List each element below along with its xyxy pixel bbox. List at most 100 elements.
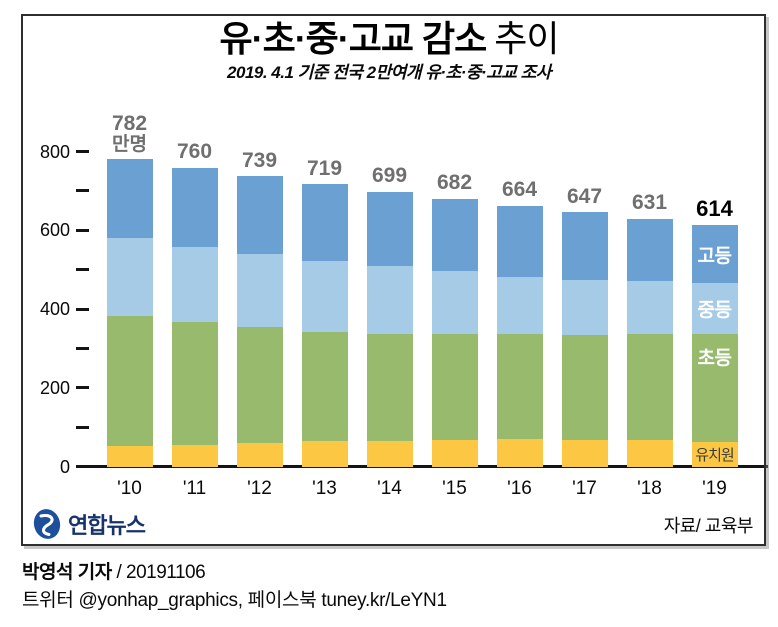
segment-label-고등: 고등 (697, 245, 732, 267)
unit-label: 만명 (112, 133, 147, 155)
y-tick-mark (76, 386, 89, 390)
bar-slot-10: 782 만명 '10 (97, 113, 162, 499)
yonhap-logo: 연합뉴스 (31, 507, 146, 541)
bar-slot-18: 631 '18 (617, 152, 682, 499)
stacked-bar-14 (366, 191, 413, 467)
credit-date: / 20191106 (116, 562, 206, 583)
segment-중등 (561, 280, 608, 335)
stacked-bar-19: 유치원 초등 중등 고등 (691, 225, 738, 467)
y-tick-mark (76, 150, 89, 153)
bar-value-label: 760 (176, 140, 213, 164)
segment-중등 (366, 266, 413, 334)
segment-label-초등: 초등 (697, 347, 732, 369)
stacked-bar-12 (236, 176, 283, 467)
bar-slot-11: 760 '11 (162, 141, 227, 499)
segment-초등 (301, 331, 348, 442)
x-tick-label: '11 (182, 478, 207, 499)
x-tick-label: '13 (312, 478, 337, 499)
bar-slot-14: 699 '14 (357, 152, 422, 499)
y-tick-mark (76, 307, 89, 311)
segment-고등 (236, 176, 283, 254)
bar-slot-15: 682 '15 (422, 152, 487, 499)
segment-유치원 (431, 440, 478, 467)
segment-중등 (301, 260, 348, 332)
social-credit: 트위터 @yonhap_graphics, 페이스북 tuney.kr/LeYN… (22, 590, 447, 611)
segment-중등 (236, 253, 283, 327)
bar-slot-19: 614 '19 유치원 초등 중등 고등 (682, 152, 747, 499)
segment-label-중등: 중등 (697, 300, 732, 322)
bar-value-label: 719 (306, 156, 343, 180)
bar-value-label: 699 (371, 164, 408, 188)
y-tick-label: 200 (39, 377, 70, 398)
segment-중등 (171, 246, 218, 322)
segment-label-유치원: 유치원 (695, 447, 734, 465)
segment-초등 (171, 321, 218, 445)
y-tick-label: 0 (59, 456, 70, 477)
x-tick-label: '12 (247, 478, 272, 499)
segment-유치원 (301, 441, 348, 467)
y-tick-mark (76, 189, 89, 193)
segment-중등 (431, 270, 478, 334)
segment-초등 (366, 333, 413, 442)
segment-고등: 고등 (691, 225, 738, 284)
y-tick-mark (76, 268, 89, 272)
segment-초등 (496, 334, 543, 440)
x-tick-label: '15 (442, 478, 467, 499)
bar-slot-13: 719 '13 (292, 152, 357, 499)
segment-초등: 초등 (691, 333, 738, 443)
bar-value-label: 739 (241, 148, 278, 172)
segment-유치원 (106, 445, 153, 467)
segment-유치원 (366, 441, 413, 467)
segment-유치원 (236, 442, 283, 467)
segment-초등 (236, 326, 283, 443)
yonhap-logo-icon (33, 509, 61, 539)
segment-초등 (626, 333, 673, 441)
chart-title-suffix: 추이 (494, 18, 559, 59)
segment-고등 (171, 167, 218, 247)
yonhap-logo-text: 연합뉴스 (68, 513, 146, 538)
segment-유치원 (171, 444, 218, 467)
y-tick-label: 400 (39, 299, 70, 319)
stacked-bar-16 (496, 205, 543, 467)
stacked-bar-11 (171, 167, 218, 467)
y-tick-mark (76, 425, 89, 429)
data-source: 자료/ 교육부 (663, 516, 754, 536)
segment-고등 (431, 198, 478, 271)
stacked-bar-18 (626, 218, 673, 467)
chart-title: 유·초·중·고교 감소 추이 (0, 10, 778, 62)
bar-value-label: 782 만명 (84, 113, 175, 154)
bar-value-label: 631 (631, 191, 668, 215)
chart-title-main: 유·초·중·고교 감소 (219, 18, 487, 59)
segment-고등 (496, 205, 543, 277)
segment-고등 (106, 159, 153, 239)
segment-유치원 (626, 440, 673, 467)
bar-slot-12: 739 '12 (227, 149, 292, 499)
segment-초등 (431, 333, 478, 441)
y-tick-mark (76, 346, 89, 350)
bar-value-label: 682 (436, 171, 473, 195)
bar-value-label: 647 (566, 184, 603, 208)
x-tick-label: '19 (702, 478, 727, 499)
stacked-bar-17 (561, 212, 608, 467)
segment-초등 (106, 315, 153, 446)
segment-중등: 중등 (691, 283, 738, 334)
y-tick-label: 800 (39, 141, 70, 162)
y-tick-label: 600 (39, 220, 70, 241)
segment-중등 (106, 238, 153, 316)
segment-초등 (561, 334, 608, 440)
bar-value-label: 664 (501, 178, 538, 202)
x-tick-label: '14 (377, 478, 402, 499)
segment-고등 (626, 218, 673, 282)
segment-고등 (301, 183, 348, 261)
segment-유치원 (496, 439, 543, 467)
x-tick-label: '16 (507, 478, 532, 499)
segment-고등 (561, 212, 608, 281)
x-tick-label: '18 (637, 478, 662, 499)
bar-value-label: 614 (696, 195, 733, 221)
bar-slot-17: 647 '17 (552, 152, 617, 499)
x-axis-line (80, 465, 768, 468)
segment-유치원: 유치원 (691, 442, 738, 467)
stacked-bar-13 (301, 183, 348, 467)
segment-중등 (496, 276, 543, 335)
